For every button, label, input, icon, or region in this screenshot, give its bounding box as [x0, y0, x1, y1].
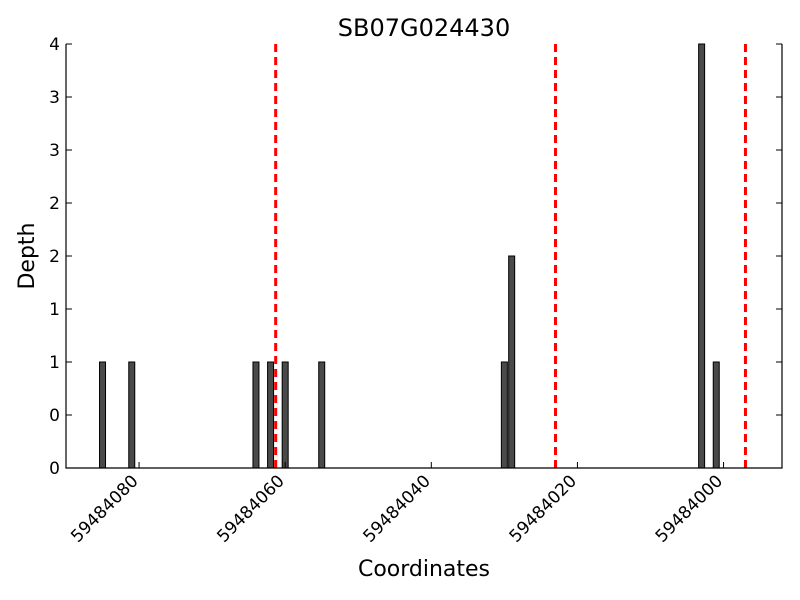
y-tick-label: 0 [49, 406, 60, 426]
y-tick-label: 0 [49, 459, 60, 479]
y-ticks-layer: 0 0 1 1 2 2 3 3 4 [49, 35, 782, 479]
y-tick-label: 1 [49, 300, 60, 320]
bar [500, 361, 508, 469]
bar [99, 361, 107, 469]
axes-frame [65, 44, 783, 469]
bar [252, 361, 260, 469]
y-tick-label: 2 [49, 194, 60, 214]
y-tick-label: 3 [49, 141, 60, 161]
bar [281, 361, 289, 469]
plot-area [65, 43, 783, 469]
bar [128, 361, 136, 469]
bar [318, 361, 326, 469]
x-tick-label: 59484060 [213, 471, 288, 546]
bar [698, 43, 706, 469]
x-axis-title: Coordinates [358, 557, 490, 582]
y-tick-label: 2 [49, 247, 60, 267]
bar [267, 361, 275, 469]
bar [712, 361, 720, 469]
chart-title: SB07G024430 [338, 14, 510, 42]
x-tick-label: 59484080 [67, 471, 142, 546]
y-tick-label: 4 [49, 35, 60, 55]
x-tick-label: 59484020 [506, 471, 581, 546]
x-tick-label: 59484040 [360, 471, 435, 546]
y-tick-label: 1 [49, 353, 60, 373]
y-tick-label: 3 [49, 88, 60, 108]
x-tick-label: 59484000 [652, 471, 727, 546]
reference-lines-layer [274, 44, 747, 468]
bar [508, 255, 516, 469]
x-ticks-layer: 59484080 59484060 59484040 59484020 59484000 [67, 462, 727, 547]
y-axis-title: Depth [15, 222, 40, 289]
bars-layer [99, 43, 720, 469]
